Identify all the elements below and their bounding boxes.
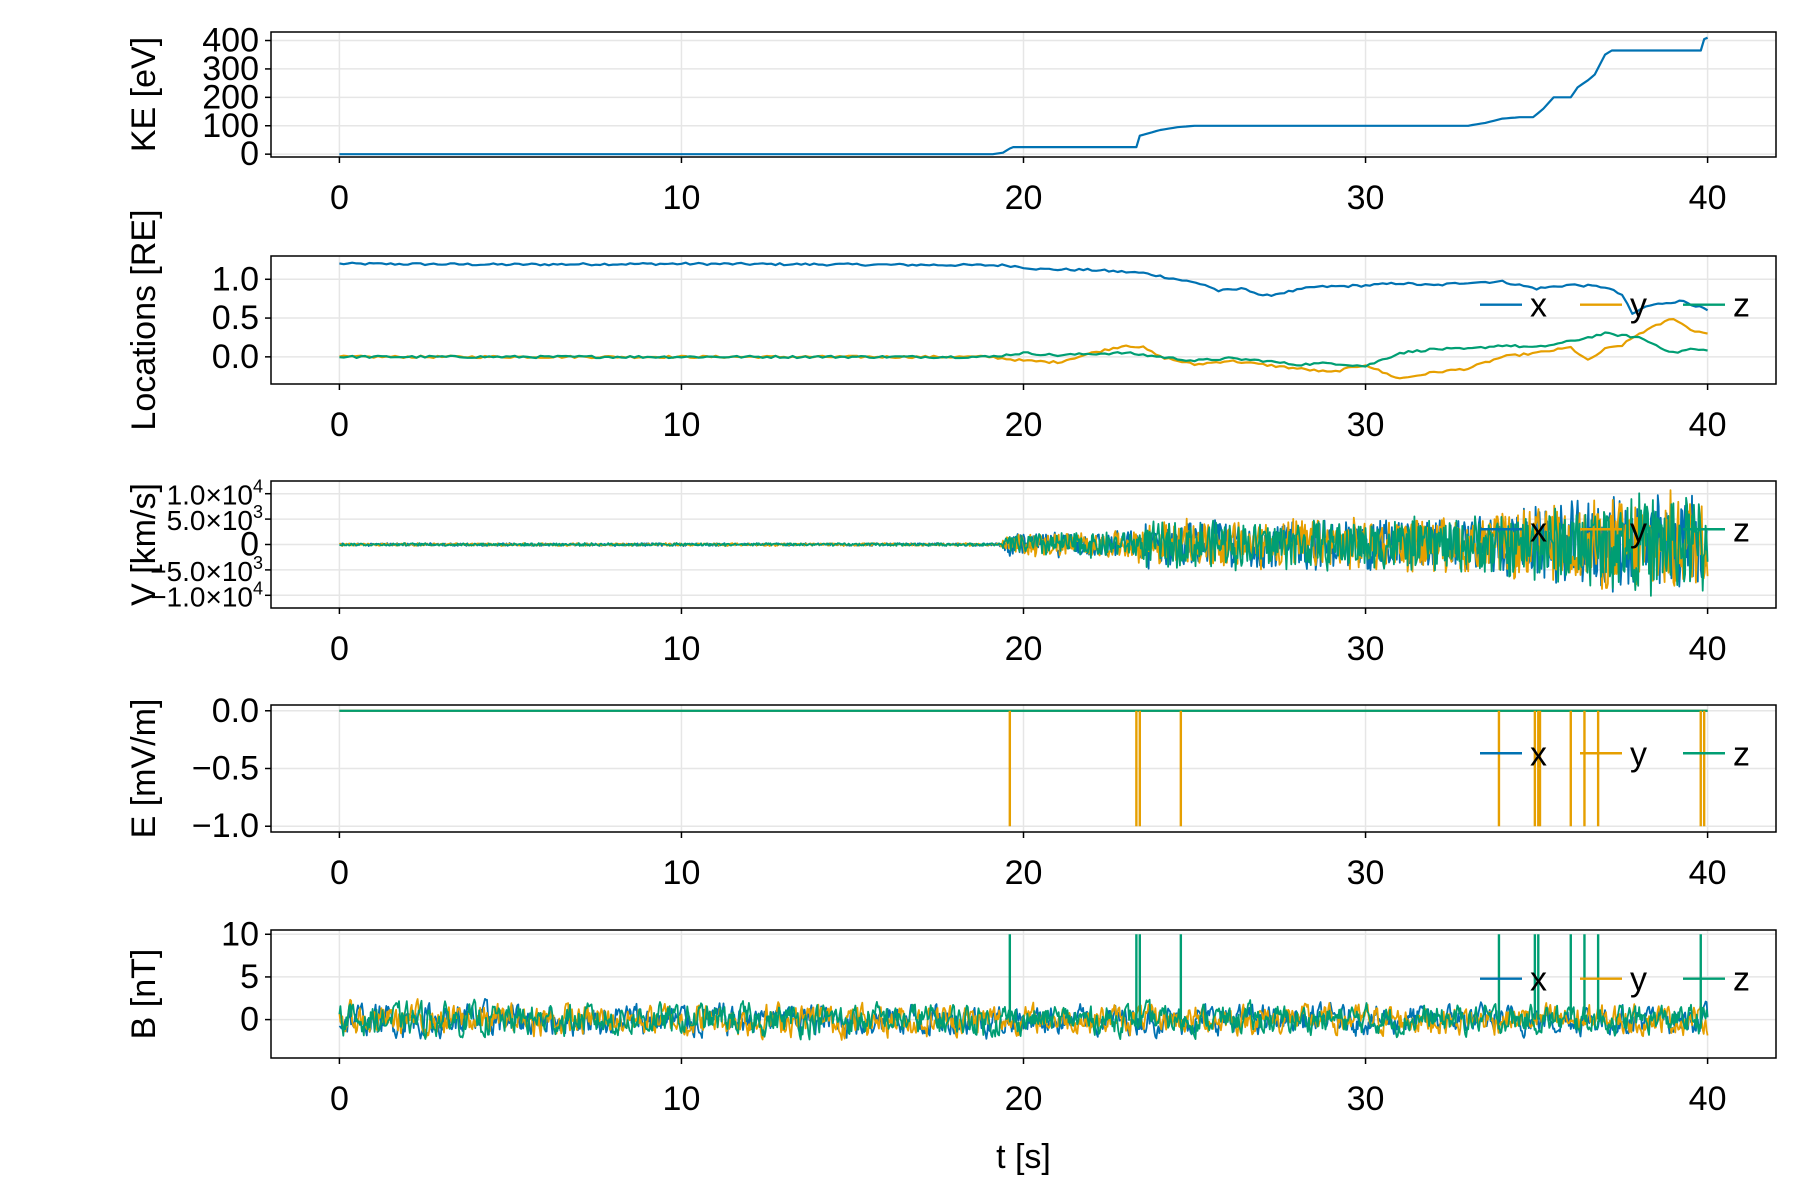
- x-tick-label: 20: [1005, 406, 1043, 444]
- x-tick-label: 30: [1347, 630, 1385, 668]
- x-tick-label: 0: [330, 1080, 349, 1118]
- legend-label-y: y: [1630, 735, 1647, 773]
- y-tick-label: 0: [240, 1001, 259, 1039]
- y-tick-label: −1.0×104: [150, 578, 263, 612]
- panel-5: 0 10 20 30 40 0 5 10 B [nT] t [s] x y z: [125, 915, 1777, 1176]
- y-tick-label: 1.0: [212, 260, 259, 298]
- y-tick-label: 0.0: [212, 692, 259, 730]
- x-tick-label: 10: [663, 179, 701, 217]
- x-tick-label: 30: [1347, 179, 1385, 217]
- legend-label-z: z: [1733, 511, 1750, 549]
- panel-4: 0 10 20 30 40 −1.0 −0.5 0.0 E [mV/m] x y z: [125, 692, 1777, 892]
- y-tick-label: −0.5: [192, 750, 259, 788]
- legend-label-x: x: [1530, 735, 1547, 773]
- x-tick-label: 10: [663, 406, 701, 444]
- x-tick-label: 30: [1347, 1080, 1385, 1118]
- x-tick-label: 40: [1689, 406, 1727, 444]
- legend: x y z: [1480, 735, 1750, 773]
- y-tick-label: 0: [240, 526, 259, 564]
- legend-label-x: x: [1530, 961, 1547, 999]
- series-group: [339, 261, 1709, 380]
- y-tick-label: 1.0×104: [167, 477, 263, 511]
- y-axis-label: E [mV/m]: [125, 699, 163, 839]
- y-tick-label: 0.0: [212, 338, 259, 376]
- x-axis-label: t [s]: [996, 1138, 1051, 1176]
- x-tick-label: 0: [330, 854, 349, 892]
- series-z-line: [339, 331, 1708, 368]
- x-tick-label: 40: [1689, 179, 1727, 217]
- y-tick-label: 400: [202, 22, 259, 60]
- y-tick-label: 0: [240, 135, 259, 173]
- legend-label-y: y: [1630, 961, 1647, 999]
- x-tick-label: 10: [663, 1080, 701, 1118]
- x-tick-label: 20: [1005, 630, 1043, 668]
- legend-label-y: y: [1630, 287, 1647, 325]
- x-tick-label: 30: [1347, 406, 1385, 444]
- series-z-line: [338, 998, 1709, 1041]
- series-z-line: [339, 492, 1709, 597]
- x-tick-label: 30: [1347, 854, 1385, 892]
- y-axis-label: KE [eV]: [125, 37, 163, 152]
- x-tick-label: 0: [330, 406, 349, 444]
- x-tick-label: 10: [663, 854, 701, 892]
- y-tick-label: 0.5: [212, 299, 259, 337]
- series-group: [339, 36, 1709, 156]
- legend: x y z: [1480, 287, 1750, 325]
- x-tick-label: 40: [1689, 854, 1727, 892]
- y-tick-label: 300: [202, 50, 259, 88]
- y-tick-label: 5: [240, 958, 259, 996]
- series-group: [338, 934, 1709, 1041]
- x-tick-label: 40: [1689, 630, 1727, 668]
- x-tick-label: 20: [1005, 1080, 1043, 1118]
- legend: x y z: [1480, 511, 1750, 549]
- series-x-line: [339, 36, 1709, 156]
- panel-3: 0 10 20 30 40−1.0×104−5.0×10305.0×1031.0×104…: [125, 477, 1777, 668]
- y-axis-label: V [km/s]: [125, 483, 163, 606]
- legend-label-z: z: [1733, 735, 1750, 773]
- y-tick-label: 200: [202, 78, 259, 116]
- panel-2: 0 10 20 30 40 0.00.51.0 Locations [RE] x y z: [125, 209, 1777, 444]
- y-tick-label: 100: [202, 107, 259, 145]
- y-tick-label: 10: [221, 915, 259, 953]
- legend-label-y: y: [1630, 511, 1647, 549]
- series-group: [339, 709, 1708, 827]
- legend-label-x: x: [1530, 287, 1547, 325]
- x-tick-label: 0: [330, 630, 349, 668]
- y-tick-label: 5.0×103: [167, 502, 263, 536]
- legend-label-z: z: [1733, 961, 1750, 999]
- y-axis-label: B [nT]: [125, 949, 163, 1040]
- series-x-line: [339, 261, 1709, 315]
- x-tick-label: 0: [330, 179, 349, 217]
- x-tick-label: 40: [1689, 1080, 1727, 1118]
- legend: x y z: [1480, 961, 1750, 999]
- legend-label-x: x: [1530, 511, 1547, 549]
- x-tick-label: 10: [663, 630, 701, 668]
- x-tick-label: 20: [1005, 179, 1043, 217]
- series-group: [339, 489, 1709, 597]
- x-tick-label: 20: [1005, 854, 1043, 892]
- y-axis-label: Locations [RE]: [125, 209, 163, 430]
- y-tick-label: −5.0×103: [150, 553, 263, 587]
- y-tick-label: −1.0: [192, 807, 259, 845]
- legend-label-z: z: [1733, 287, 1750, 325]
